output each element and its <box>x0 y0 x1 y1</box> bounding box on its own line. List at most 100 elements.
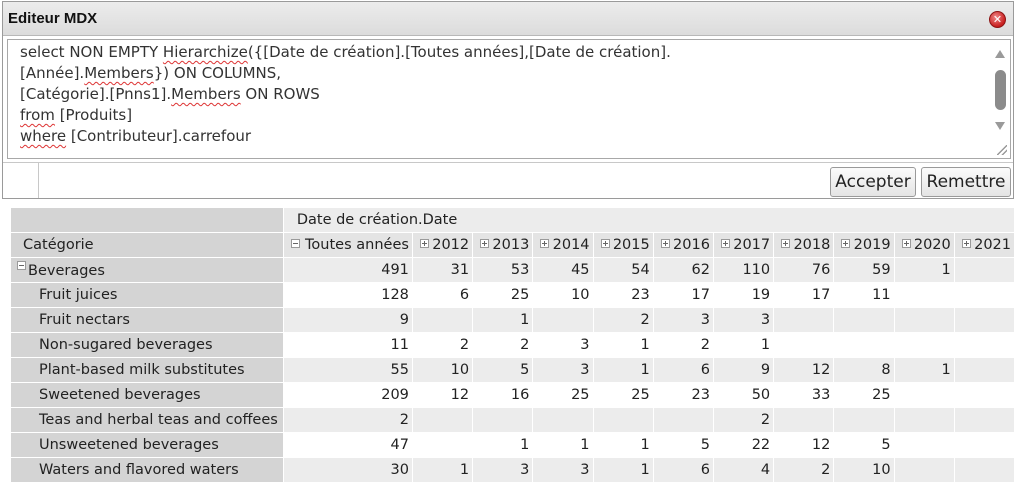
table-row: Non-sugared beverages 11 2 2 3 1 2 1 <box>10 332 1015 358</box>
expand-icon[interactable] <box>600 239 610 248</box>
table-cell: 17 <box>773 282 835 308</box>
table-cell: 11 <box>833 282 895 308</box>
table-cell: 22 <box>712 432 775 458</box>
expand-icon[interactable] <box>540 239 550 248</box>
table-cell: 76 <box>773 257 835 283</box>
expand-icon[interactable] <box>901 239 911 248</box>
reset-button[interactable]: Remettre <box>921 167 1011 197</box>
row-header: Sweetened beverages <box>10 382 284 408</box>
table-cell: 1 <box>712 332 775 358</box>
collapse-icon[interactable] <box>17 261 26 270</box>
editor-title: Editeur MDX <box>8 10 98 27</box>
table-cell: 128 <box>282 282 413 308</box>
table-cell: 5 <box>472 357 534 383</box>
table-cell <box>893 432 955 458</box>
table-cell <box>532 307 594 333</box>
row-header-label: Teas and herbal teas and coffees <box>39 412 278 428</box>
table-cell: 9 <box>712 357 775 383</box>
mdx-query-textarea[interactable]: select NON EMPTY Hierarchize({[Date de c… <box>7 39 1011 159</box>
expand-icon[interactable] <box>720 239 730 248</box>
table-cell <box>953 457 1015 483</box>
mdx-text-segment: [Produits] <box>54 106 133 124</box>
column-header-year: 2012 <box>411 232 474 258</box>
row-header-label: Waters and flavored waters <box>39 462 239 478</box>
row-header-label: Non-sugared beverages <box>39 337 213 353</box>
editor-titlebar: Editeur MDX ✕ <box>3 2 1013 36</box>
row-header: Fruit nectars <box>10 307 284 333</box>
table-cell: 2 <box>773 457 835 483</box>
table-cell <box>411 407 474 433</box>
scroll-up-arrow-icon[interactable] <box>995 50 1005 58</box>
column-header-year: 2016 <box>652 232 714 258</box>
editor-footer: Accepter Remettre <box>3 162 1013 198</box>
mdx-text-segment: select NON EMPTY <box>20 43 163 61</box>
mdx-text-segment: [Année]. <box>20 64 85 82</box>
column-header-label: 2020 <box>913 237 951 253</box>
table-cell: 47 <box>282 432 413 458</box>
table-cell: 10 <box>411 357 474 383</box>
table-cell: 1 <box>893 357 955 383</box>
column-header-year: 2019 <box>833 232 895 258</box>
mdx-text-segment: Hierarchize <box>162 43 248 61</box>
table-cell: 1 <box>893 257 955 283</box>
resize-grip-icon[interactable] <box>997 145 1007 155</box>
table-cell: 11 <box>282 332 413 358</box>
table-row: Sweetened beverages 209 12 16 25 25 23 50 33 25 <box>10 382 1015 408</box>
table-cell <box>411 432 474 458</box>
column-header-label: Toutes années <box>305 237 409 253</box>
table-cell: 2 <box>472 332 534 358</box>
expand-icon[interactable] <box>419 239 429 248</box>
table-cell: 17 <box>652 282 714 308</box>
expand-icon[interactable] <box>781 239 791 248</box>
close-icon[interactable]: ✕ <box>989 11 1006 28</box>
column-header-label: 2019 <box>853 237 891 253</box>
row-header: Teas and herbal teas and coffees <box>10 407 284 433</box>
expand-icon[interactable] <box>480 239 490 248</box>
scroll-thumb[interactable] <box>995 70 1006 110</box>
mdx-text-segment: [Contributeur].carrefour <box>66 127 252 145</box>
table-cell: 1 <box>592 457 654 483</box>
table-cell: 3 <box>532 457 594 483</box>
table-cell: 30 <box>282 457 413 483</box>
vertical-scrollbar[interactable] <box>990 40 1010 158</box>
row-header: Non-sugared beverages <box>10 332 284 358</box>
table-cell: 2 <box>282 407 413 433</box>
row-header-label: Fruit nectars <box>39 312 130 328</box>
table-cell: 12 <box>411 382 474 408</box>
table-cell: 25 <box>532 382 594 408</box>
row-header: Unsweetened beverages <box>10 432 284 458</box>
table-cell: 50 <box>712 382 775 408</box>
mdx-editor-window: Editeur MDX ✕ select NON EMPTY Hierarchi… <box>2 1 1014 199</box>
expand-icon[interactable] <box>961 239 971 248</box>
accept-button[interactable]: Accepter <box>830 167 916 197</box>
expand-icon[interactable] <box>841 239 851 248</box>
table-cell <box>953 357 1015 383</box>
column-header-label: 2015 <box>612 237 650 253</box>
table-cell: 1 <box>592 332 654 358</box>
table-cell: 12 <box>773 432 835 458</box>
table-cell: 6 <box>652 457 714 483</box>
column-header-year: 2021 <box>953 232 1015 258</box>
table-cell <box>411 307 474 333</box>
table-row: Waters and flavored waters 30 1 3 3 1 6 4 2 10 <box>10 457 1015 483</box>
footer-divider-cell <box>3 163 39 198</box>
expand-icon[interactable] <box>660 239 670 248</box>
table-cell: 2 <box>652 332 714 358</box>
table-cell: 6 <box>652 357 714 383</box>
table-row: Unsweetened beverages 47 1 1 1 5 22 12 5 <box>10 432 1015 458</box>
table-cell: 23 <box>592 282 654 308</box>
table-cell: 5 <box>652 432 714 458</box>
mdx-text-segment: where <box>20 127 67 145</box>
mdx-text-segment: }) ON COLUMNS, <box>153 64 282 82</box>
scroll-down-arrow-icon[interactable] <box>995 122 1005 130</box>
mdx-query-text[interactable]: select NON EMPTY Hierarchize({[Date de c… <box>20 42 984 147</box>
table-cell: 110 <box>712 257 775 283</box>
mdx-text-segment: ({[Date de création].[Toutes années],[Da… <box>247 43 671 61</box>
table-row: Fruit juices 128 6 25 10 23 17 19 17 11 <box>10 282 1015 308</box>
table-cell: 10 <box>532 282 594 308</box>
column-header-label: 2013 <box>492 237 530 253</box>
table-cell: 33 <box>773 382 835 408</box>
table-cell: 25 <box>472 282 534 308</box>
collapse-icon[interactable] <box>290 239 300 248</box>
column-header-label: 2017 <box>733 237 771 253</box>
